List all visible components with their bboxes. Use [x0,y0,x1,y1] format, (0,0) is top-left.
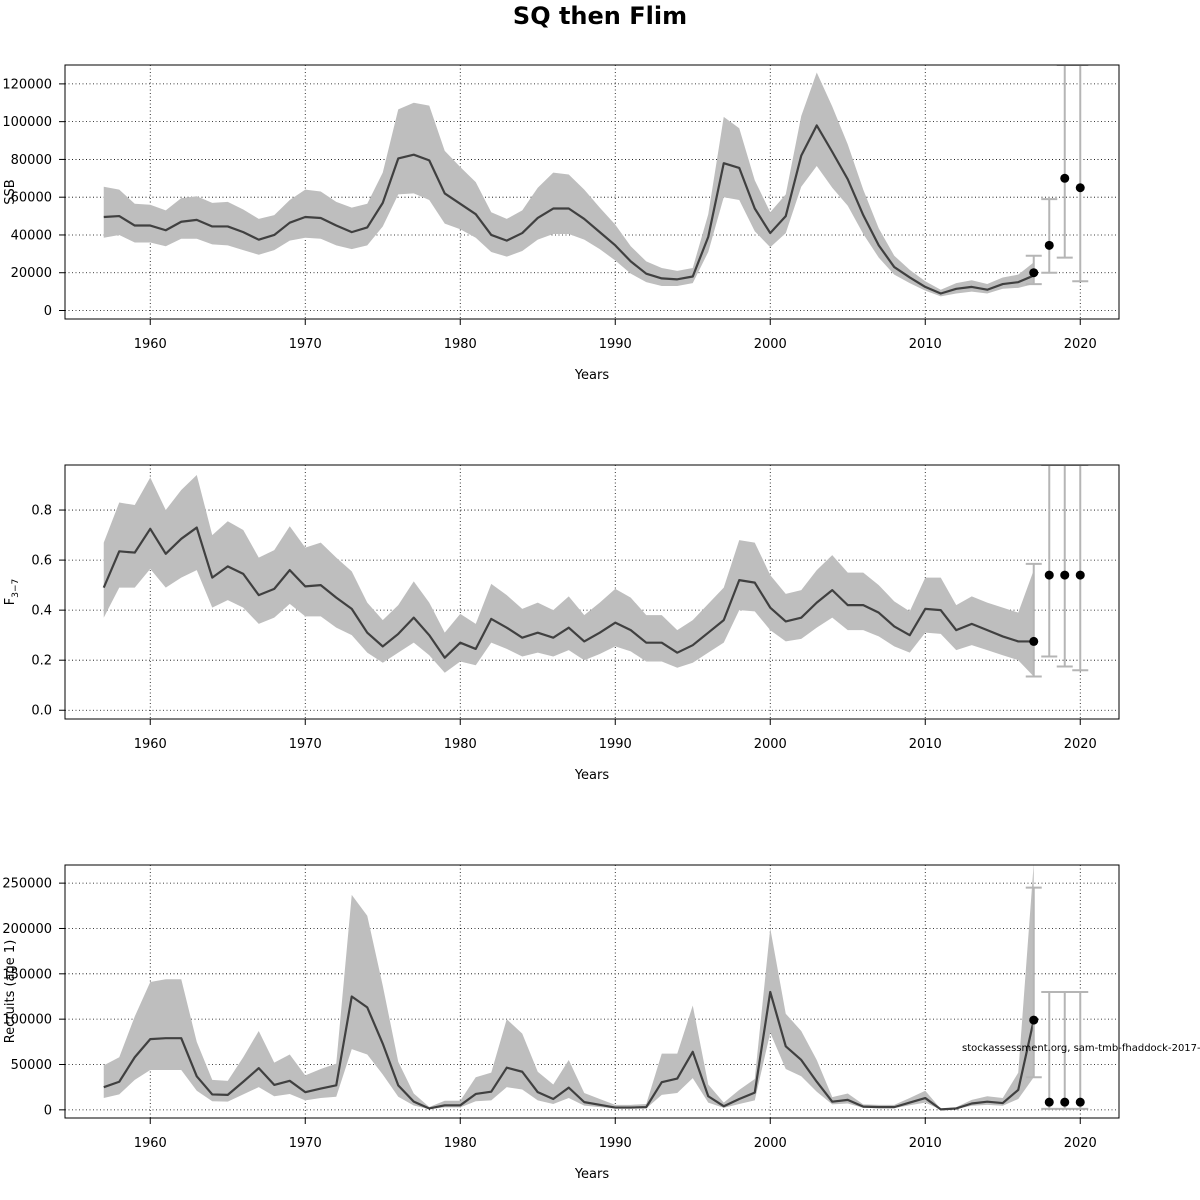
x-tick-label: 1970 [289,1136,322,1151]
estimate-line [103,124,1035,295]
x-tick-label: 1970 [289,737,322,752]
y-axis-title: Recruits (age 1) [3,940,18,1044]
x-tick-label: 1990 [599,1136,632,1151]
forecast-point [1044,1097,1054,1107]
y-tick-label: 40000 [11,228,52,243]
forecast-point [1029,1015,1039,1025]
x-tick-label: 1980 [444,1136,477,1151]
x-tick-label: 2010 [909,737,942,752]
estimate-line [102,526,1034,659]
y-tick-label: 0.6 [31,554,52,569]
confidence-band [103,475,1034,677]
x-tick-label: 2020 [1064,337,1097,352]
x-axis-title: Years [574,1167,610,1182]
x-tick-label: 1960 [134,1136,167,1151]
y-tick-label: 80000 [11,153,52,168]
y-tick-label: 0 [44,1103,52,1118]
x-tick-label: 2000 [754,1136,787,1151]
x-tick-label: 1960 [134,737,167,752]
fishing-mortality-panel: 1960 1970 1980 1990 2000 2010 2020 0.0 0.2 0.4 0.6… [3,464,1120,783]
chart-title: SQ then Flim [513,2,687,30]
x-tick-label: 1980 [444,737,477,752]
x-axis-title: Years [574,368,610,383]
confidence-band [103,865,1034,1110]
x-tick-label: 2000 [754,337,787,352]
plot-area [102,465,1089,678]
ssb-panel: 1960 1970 1980 1990 2000 2010 2020 0 20000 40000 6… [2,64,1120,383]
plot-frame [64,864,1120,1119]
y-tick-label: 120000 [2,77,52,92]
forecast-point [1029,636,1039,646]
y-tick-label: 0.2 [31,654,52,669]
x-tick-label: 1960 [134,337,167,352]
forecast-point [1060,570,1070,580]
recruitment-panel: 1960 1970 1980 1990 2000 2010 2020 0 50000 100000… [2,864,1120,1182]
y-tick-label: 50000 [11,1058,52,1073]
forecast-point [1075,183,1085,193]
forecast-point [1044,570,1054,580]
forecast-point [1060,1097,1070,1107]
y-tick-label: 20000 [11,266,52,281]
x-tick-label: 1990 [599,737,632,752]
forecast-point [1029,268,1039,278]
source-note: stockassessment.org, sam-tmb-fhaddock-20… [962,1043,1200,1054]
y-tick-label: 100000 [2,115,52,130]
forecast-point [1075,570,1085,580]
x-axis-title: Years [574,768,610,783]
x-tick-label: 2000 [754,737,787,752]
y-axis-title: F3−7 [3,579,21,605]
y-tick-label: 0.8 [31,504,52,519]
y-tick-label: 0 [44,304,52,319]
y-axis-title-subscript: 3−7 [11,579,21,598]
x-tick-label: 1990 [599,337,632,352]
x-tick-label: 2010 [909,1136,942,1151]
forecast-point [1044,240,1054,250]
plot-area [103,65,1089,297]
x-tick-label: 2020 [1064,1136,1097,1151]
y-tick-label: 200000 [2,922,52,937]
estimate-line [103,990,1035,1111]
plot-frame [64,464,1120,720]
forecast-point [1075,1097,1085,1107]
y-tick-label: 100000 [2,1013,52,1028]
y-tick-label: 250000 [2,877,52,892]
y-tick-label: 150000 [2,967,52,982]
forecast-point [1060,173,1070,183]
y-tick-label: 0.0 [31,704,52,719]
confidence-band [103,72,1034,297]
y-tick-label: 60000 [11,191,52,206]
plot-frame [64,64,1120,320]
plot-area [103,865,1089,1111]
x-tick-label: 2010 [909,337,942,352]
y-axis-title: SSB [3,179,18,204]
x-tick-label: 2020 [1064,737,1097,752]
x-tick-label: 1980 [444,337,477,352]
x-tick-label: 1970 [289,337,322,352]
y-tick-label: 0.4 [31,604,52,619]
